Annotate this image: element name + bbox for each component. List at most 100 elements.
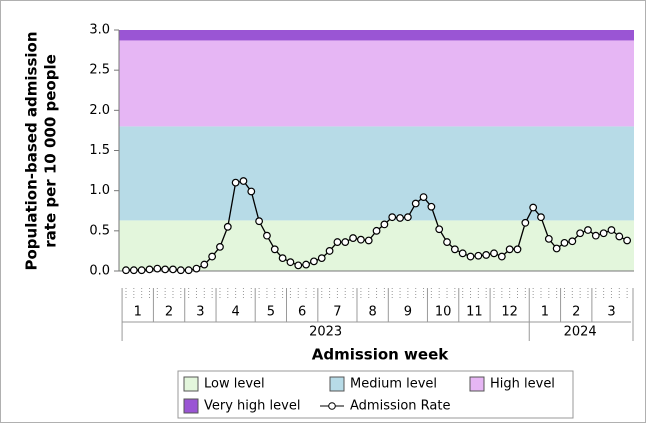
data-point <box>349 234 357 242</box>
data-point <box>372 226 381 235</box>
data-point <box>411 199 420 208</box>
data-point <box>239 177 248 185</box>
y-tick-label: 2.0 <box>89 103 110 118</box>
month-label: 11 <box>466 305 483 320</box>
data-point <box>294 261 303 270</box>
y-axis-title-line: Population-based admission <box>23 31 41 270</box>
x-axis-title: Admission week <box>312 346 450 364</box>
data-point <box>544 234 553 243</box>
legend-marker <box>328 402 336 410</box>
data-point <box>231 178 240 187</box>
data-point <box>529 203 538 212</box>
data-point <box>482 251 491 259</box>
data-point <box>521 218 530 227</box>
y-tick-label: 2.5 <box>89 63 110 78</box>
data-point <box>396 214 404 222</box>
legend-swatch <box>183 376 199 392</box>
data-point <box>145 265 154 274</box>
data-point <box>560 238 569 247</box>
data-point <box>623 236 632 245</box>
month-label: 8 <box>369 305 377 320</box>
data-point <box>317 254 326 263</box>
data-point <box>325 247 334 255</box>
data-point <box>466 252 475 261</box>
data-point <box>380 220 389 229</box>
data-point <box>419 193 428 201</box>
data-point <box>403 213 412 222</box>
y-tick-label: 3.0 <box>89 23 110 38</box>
data-point <box>427 202 436 211</box>
data-point <box>584 226 592 234</box>
data-point <box>568 237 577 246</box>
year-label: 2024 <box>564 325 597 340</box>
data-point <box>310 257 318 266</box>
data-point <box>615 232 624 241</box>
data-point <box>278 254 287 263</box>
data-point <box>169 265 177 274</box>
legend-swatch <box>469 376 485 392</box>
data-point <box>247 187 256 196</box>
data-point <box>200 260 209 269</box>
y-tick-label: 0.0 <box>89 264 110 279</box>
data-point <box>357 235 365 244</box>
data-point <box>302 260 310 269</box>
data-point <box>450 245 459 254</box>
data-point <box>435 225 444 234</box>
data-point <box>505 245 514 254</box>
data-point <box>263 231 271 240</box>
level-band <box>119 30 634 41</box>
month-label: 7 <box>333 305 341 320</box>
legend-label: Medium level <box>350 377 437 392</box>
data-point <box>122 266 130 275</box>
data-point <box>497 252 506 261</box>
data-point <box>208 252 217 261</box>
data-point <box>599 229 608 238</box>
y-tick-label: 0.5 <box>89 223 110 238</box>
level-band <box>119 126 634 221</box>
month-label: 3 <box>607 305 615 320</box>
data-point <box>333 238 342 246</box>
month-label: 12 <box>501 305 518 320</box>
month-label: 10 <box>435 305 452 320</box>
level-band <box>119 40 634 127</box>
y-tick-label: 1.0 <box>89 183 110 198</box>
data-point <box>129 266 138 275</box>
data-point <box>552 244 561 253</box>
data-point <box>576 229 585 238</box>
data-point <box>192 264 201 273</box>
y-axis-title-line: rate per 10 000 people <box>42 54 60 248</box>
legend-label: High level <box>490 377 555 392</box>
year-label: 2023 <box>309 325 342 340</box>
data-point <box>537 213 545 222</box>
legend-swatch <box>329 376 345 392</box>
legend-label: Admission Rate <box>350 399 450 414</box>
data-point <box>216 242 224 251</box>
legend-label: Very high level <box>204 399 300 414</box>
legend-swatch <box>183 398 199 414</box>
month-label: 4 <box>231 305 239 320</box>
data-point <box>286 258 295 267</box>
data-point <box>591 231 600 240</box>
month-label: 9 <box>404 305 412 320</box>
month-label: 2 <box>572 305 580 320</box>
data-point <box>223 222 232 231</box>
data-point <box>255 217 264 226</box>
data-point <box>137 266 146 275</box>
data-point <box>490 249 498 258</box>
data-point <box>161 265 170 274</box>
month-label: 6 <box>298 305 306 320</box>
data-point <box>474 251 483 260</box>
data-point <box>443 238 451 246</box>
data-point <box>364 236 373 245</box>
data-point <box>388 213 397 222</box>
data-point <box>176 266 185 275</box>
data-point <box>270 245 279 254</box>
data-point <box>458 249 467 258</box>
month-label: 2 <box>165 305 173 320</box>
data-point <box>184 266 193 275</box>
legend <box>177 370 574 419</box>
month-label: 5 <box>267 305 275 320</box>
data-point <box>513 245 522 254</box>
